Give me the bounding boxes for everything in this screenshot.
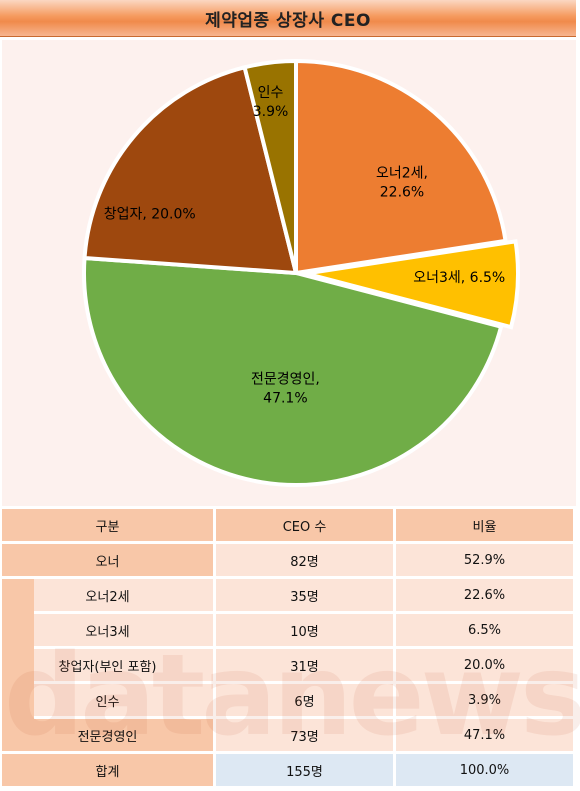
row-ratio: 47.1% (396, 719, 576, 754)
row-label: 오너 (2, 544, 216, 579)
header-count: CEO 수 (216, 509, 396, 544)
row-count: 10명 (216, 614, 396, 649)
pie-chart-area: 오너2세, 22.6% 오너3세, 6.5% 전문경영인, 47.1% 창업자, 20.0… (2, 40, 576, 506)
total-ratio: 100.0% (396, 754, 576, 789)
row-label: 창업자(부인 포함) (2, 649, 216, 684)
slice-label: 전문경영인, 47.1% (251, 371, 320, 406)
table-row: 오너2세 35명 22.6% (2, 579, 576, 614)
row-count: 73명 (216, 719, 396, 754)
row-ratio: 20.0% (396, 649, 576, 684)
row-label: 전문경영인 (2, 719, 216, 754)
row-label-text: 창업자(부인 포함) (58, 659, 157, 675)
table-header-row: 구분 CEO 수 비율 (2, 509, 576, 544)
chart-title-bar: 제약업종 상장사 CEO (0, 0, 576, 37)
table-row: 창업자(부인 포함) 31명 20.0% (2, 649, 576, 684)
slice-label: 창업자, 20.0% (104, 207, 196, 223)
row-ratio: 52.9% (396, 544, 576, 579)
table-row: 인수 6명 3.9% (2, 684, 576, 719)
pie-slice (82, 64, 299, 276)
row-label-text: 오너3세 (85, 624, 130, 640)
row-label: 오너3세 (2, 614, 216, 649)
row-label: 오너2세 (2, 579, 216, 614)
ceo-table: 구분 CEO 수 비율 오너 82명 52.9% 오너2세 35명 22.6% 오너3세 10… (2, 509, 576, 789)
pie-slice (82, 255, 504, 487)
row-label-text: 인수 (95, 694, 120, 710)
row-label: 인수 (2, 684, 216, 719)
total-label: 합계 (2, 754, 216, 789)
row-label-text: 오너2세 (85, 589, 130, 605)
pie-chart: 오너2세, 22.6% 오너3세, 6.5% 전문경영인, 47.1% 창업자, 20.0… (82, 58, 520, 487)
row-label-text: 오너 (95, 554, 120, 570)
header-category: 구분 (2, 509, 216, 544)
pie-slice (294, 58, 508, 276)
table-row: 오너3세 10명 6.5% (2, 614, 576, 649)
row-ratio: 22.6% (396, 579, 576, 614)
slice-label: 오너3세, 6.5% (413, 270, 505, 286)
pie-slice (242, 58, 298, 274)
row-ratio: 3.9% (396, 684, 576, 719)
row-label-text: 전문경영인 (77, 729, 138, 745)
pie-slice (305, 239, 520, 330)
table-row: 오너 82명 52.9% (2, 544, 576, 579)
row-count: 31명 (216, 649, 396, 684)
chart-title: 제약업종 상장사 CEO (205, 10, 371, 31)
row-count: 35명 (216, 579, 396, 614)
table-total-row: 합계 155명 100.0% (2, 754, 576, 789)
header-ratio: 비율 (396, 509, 576, 544)
row-ratio: 6.5% (396, 614, 576, 649)
total-count: 155명 (216, 754, 396, 789)
row-count: 82명 (216, 544, 396, 579)
slice-label: 오너2세, 22.6% (376, 166, 428, 201)
slice-label: 인수 3.9% (253, 85, 289, 120)
table-row: 전문경영인 73명 47.1% (2, 719, 576, 754)
row-count: 6명 (216, 684, 396, 719)
